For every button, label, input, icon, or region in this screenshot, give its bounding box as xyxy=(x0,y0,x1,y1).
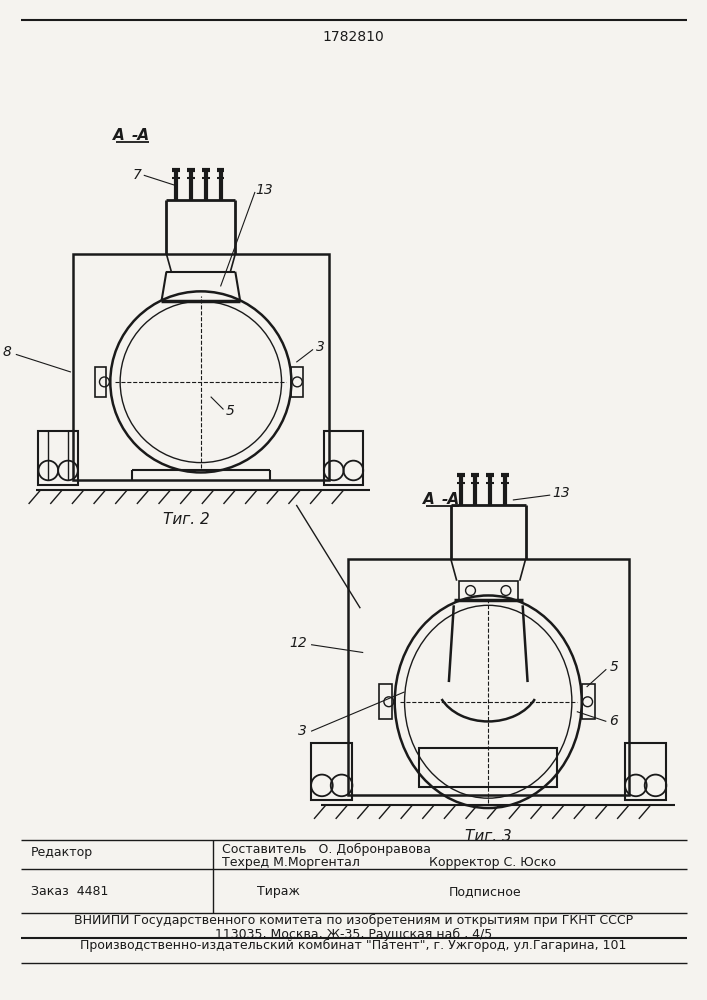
Text: Редактор: Редактор xyxy=(30,846,93,859)
Bar xyxy=(38,431,78,485)
Bar xyxy=(379,684,392,719)
Text: 113035, Москва, Ж-35, Раушская наб., 4/5: 113035, Москва, Ж-35, Раушская наб., 4/5 xyxy=(215,927,492,941)
Text: -A: -A xyxy=(132,128,150,143)
Text: 5: 5 xyxy=(226,404,234,418)
Text: 13: 13 xyxy=(552,486,570,500)
Text: 12: 12 xyxy=(289,636,307,650)
Text: 13: 13 xyxy=(255,183,273,197)
Text: 8: 8 xyxy=(3,345,12,359)
Bar xyxy=(582,684,595,719)
Bar xyxy=(349,559,629,795)
Bar xyxy=(625,743,667,800)
Bar xyxy=(459,581,518,600)
Text: 1782810: 1782810 xyxy=(322,30,385,44)
Text: 7: 7 xyxy=(133,168,142,182)
Text: A: A xyxy=(423,492,435,508)
Text: 3: 3 xyxy=(298,724,307,738)
Text: Заказ  4481: Заказ 4481 xyxy=(30,885,108,898)
Bar xyxy=(324,431,363,485)
Text: Τиг. 2: Τиг. 2 xyxy=(163,512,209,527)
Text: Подписное: Подписное xyxy=(449,885,522,898)
Text: Тираж: Тираж xyxy=(257,885,300,898)
Bar xyxy=(311,743,352,800)
Text: A: A xyxy=(113,128,125,143)
Text: Τиг. 3: Τиг. 3 xyxy=(464,829,512,844)
Text: Производственно-издательский комбинат "Патент", г. Ужгород, ул.Гагарина, 101: Производственно-издательский комбинат "П… xyxy=(80,939,626,952)
Text: 6: 6 xyxy=(609,714,618,728)
Bar xyxy=(291,367,303,397)
Text: ВНИИПИ Государственного комитета по изобретениям и открытиям при ГКНТ СССР: ВНИИПИ Государственного комитета по изоб… xyxy=(74,914,633,927)
Bar xyxy=(73,254,329,480)
Text: -A: -A xyxy=(442,492,460,508)
Bar xyxy=(95,367,106,397)
Text: 3: 3 xyxy=(316,340,325,354)
Text: Техред М.Моргентал: Техред М.Моргентал xyxy=(223,856,361,869)
Text: 5: 5 xyxy=(609,660,618,674)
Text: Составитель   О. Добронравова: Составитель О. Добронравова xyxy=(223,843,431,856)
Bar xyxy=(419,748,557,787)
Text: Корректор С. Юско: Корректор С. Юско xyxy=(429,856,556,869)
